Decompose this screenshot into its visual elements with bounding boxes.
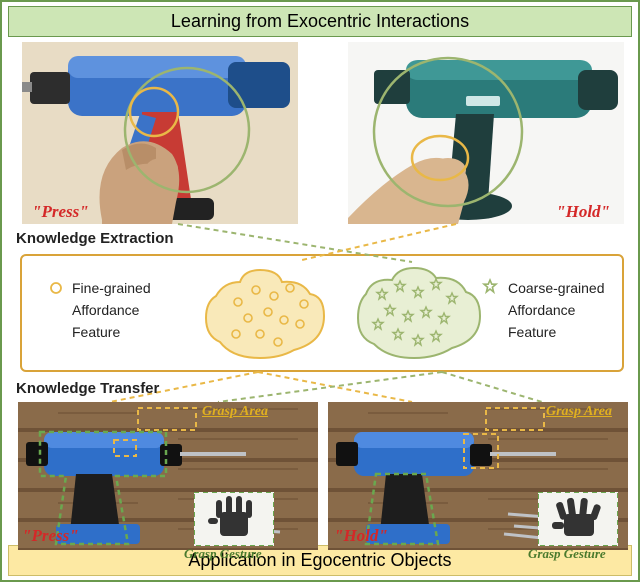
legend-fine-1: Fine-grained bbox=[72, 280, 151, 296]
photo-exo-press bbox=[22, 42, 298, 224]
label-grasp-area-right: Grasp Area bbox=[546, 404, 612, 420]
legend-coarse-1: Coarse-grained bbox=[508, 280, 605, 296]
top-banner: Learning from Exocentric Interactions bbox=[8, 6, 632, 37]
label-grasp-gesture-right: Grasp Gesture bbox=[528, 546, 606, 562]
label-hold-bottom: "Hold" bbox=[334, 526, 388, 546]
section-title-transfer: Knowledge Transfer bbox=[16, 380, 159, 397]
legend-fine-3: Feature bbox=[72, 324, 120, 340]
label-press-top: "Press" bbox=[32, 202, 89, 222]
figure-canvas: Learning from Exocentric Interactions Ap… bbox=[0, 0, 640, 582]
robothand-left bbox=[194, 492, 274, 546]
photo-exo-hold bbox=[348, 42, 624, 224]
label-press-bottom: "Press" bbox=[22, 526, 79, 546]
label-hold-top: "Hold" bbox=[556, 202, 610, 222]
legend-coarse-2: Affordance bbox=[508, 302, 575, 318]
legend-fine-2: Affordance bbox=[72, 302, 139, 318]
label-grasp-gesture-left: Grasp Gesture bbox=[184, 546, 262, 562]
robothand-right bbox=[538, 492, 618, 546]
label-grasp-area-left: Grasp Area bbox=[202, 404, 268, 420]
section-title-extract: Knowledge Extraction bbox=[16, 230, 174, 247]
legend-coarse-3: Feature bbox=[508, 324, 556, 340]
